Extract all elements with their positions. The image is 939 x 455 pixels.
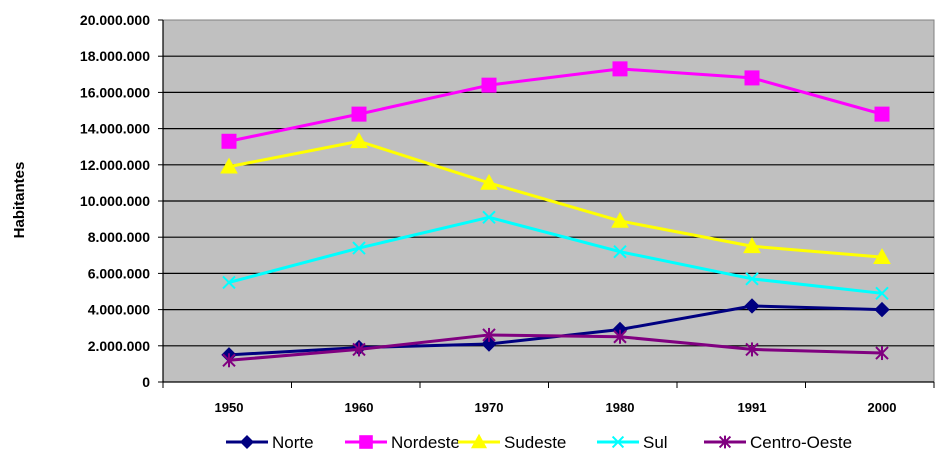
- y-tick-label: 8.000.000: [88, 229, 150, 245]
- legend-label: Centro-Oeste: [750, 433, 852, 452]
- data-point-x: [352, 241, 366, 255]
- series-lines: [220, 61, 891, 368]
- x-tick-label: 1980: [606, 400, 635, 415]
- legend-label: Sudeste: [504, 433, 566, 452]
- data-point-x-stroke: [613, 244, 627, 259]
- series-line: [228, 67, 883, 143]
- data-point-diamond: [744, 298, 760, 314]
- data-point-x-stroke: [222, 275, 236, 290]
- y-tick-label: 12.000.000: [80, 157, 150, 173]
- data-point-triangle: [480, 173, 498, 190]
- data-point-square: [351, 106, 367, 122]
- legend-label: Sul: [643, 433, 668, 452]
- x-tick-label: 1991: [738, 400, 767, 415]
- data-point-star: [613, 329, 627, 344]
- data-point-square: [612, 61, 628, 77]
- legend-label: Nordeste: [391, 433, 460, 452]
- legend-item: Sudeste: [458, 433, 566, 452]
- data-point-x-stroke: [352, 241, 366, 255]
- data-point-square: [359, 435, 373, 449]
- data-point-x: [875, 286, 889, 301]
- legend-item: Sul: [597, 433, 668, 452]
- data-point-square: [874, 106, 890, 122]
- series-sul: [222, 210, 889, 301]
- y-tick-label: 4.000.000: [88, 302, 150, 318]
- data-point-triangle: [220, 157, 238, 174]
- data-point-x-stroke: [611, 435, 625, 449]
- data-point-x: [745, 272, 759, 286]
- data-point-square: [744, 70, 760, 86]
- data-point-star: [745, 342, 759, 357]
- series-centro-oeste: [222, 327, 889, 368]
- y-tick-label: 0: [142, 374, 150, 390]
- data-point-x-stroke: [745, 272, 759, 286]
- data-point-diamond: [239, 434, 255, 450]
- x-tick-label: 1970: [475, 400, 504, 415]
- legend-item: Nordeste: [345, 433, 460, 452]
- legend: Norte Nordeste Sudeste Sul Centro-Oeste: [226, 433, 852, 452]
- data-point-x: [222, 275, 236, 290]
- gridlines: [163, 55, 934, 347]
- series-sudeste: [220, 132, 891, 265]
- y-tick-label: 2.000.000: [88, 338, 150, 354]
- data-point-triangle: [743, 237, 761, 254]
- y-tick-label: 18.000.000: [80, 48, 150, 64]
- legend-item: Centro-Oeste: [704, 433, 852, 452]
- series-line: [228, 139, 883, 259]
- data-point-triangle: [470, 433, 488, 449]
- data-point-star: [875, 346, 889, 361]
- data-point-triangle: [611, 211, 629, 228]
- legend-label: Norte: [272, 433, 314, 452]
- data-point-x: [482, 210, 496, 224]
- y-axis-ticks: 0 2.000.000 4.000.000 6.000.000 8.000.000 10.…: [80, 12, 163, 390]
- data-point-diamond: [874, 301, 890, 318]
- x-axis-ticks: 1950 1960 1970 1980 1991 2000: [162, 382, 935, 415]
- x-tick-label: 1950: [215, 400, 244, 415]
- legend-item: Norte: [226, 433, 314, 452]
- data-point-square: [221, 133, 237, 149]
- data-point-star: [482, 327, 496, 342]
- y-axis-label: Habitantes: [11, 162, 28, 239]
- data-point-diamond: [481, 336, 497, 352]
- x-tick-label: 2000: [868, 400, 897, 415]
- series-nordeste: [221, 61, 890, 149]
- data-point-x-stroke: [875, 286, 889, 301]
- y-tick-label: 20.000.000: [80, 12, 150, 28]
- data-point-x: [613, 244, 627, 259]
- data-point-star: [222, 353, 236, 368]
- data-point-x: [611, 435, 625, 449]
- data-point-star: [718, 435, 732, 449]
- data-point-x-stroke: [482, 210, 496, 224]
- data-point-square: [481, 77, 497, 93]
- data-point-triangle: [873, 248, 891, 265]
- series-line: [228, 333, 883, 362]
- y-tick-label: 16.000.000: [80, 84, 150, 100]
- y-tick-label: 6.000.000: [88, 265, 150, 281]
- series-line: [228, 215, 883, 295]
- x-tick-label: 1960: [345, 400, 374, 415]
- y-tick-label: 10.000.000: [80, 193, 150, 209]
- data-point-triangle: [350, 132, 368, 149]
- data-point-star: [352, 342, 366, 357]
- y-tick-label: 14.000.000: [80, 121, 150, 137]
